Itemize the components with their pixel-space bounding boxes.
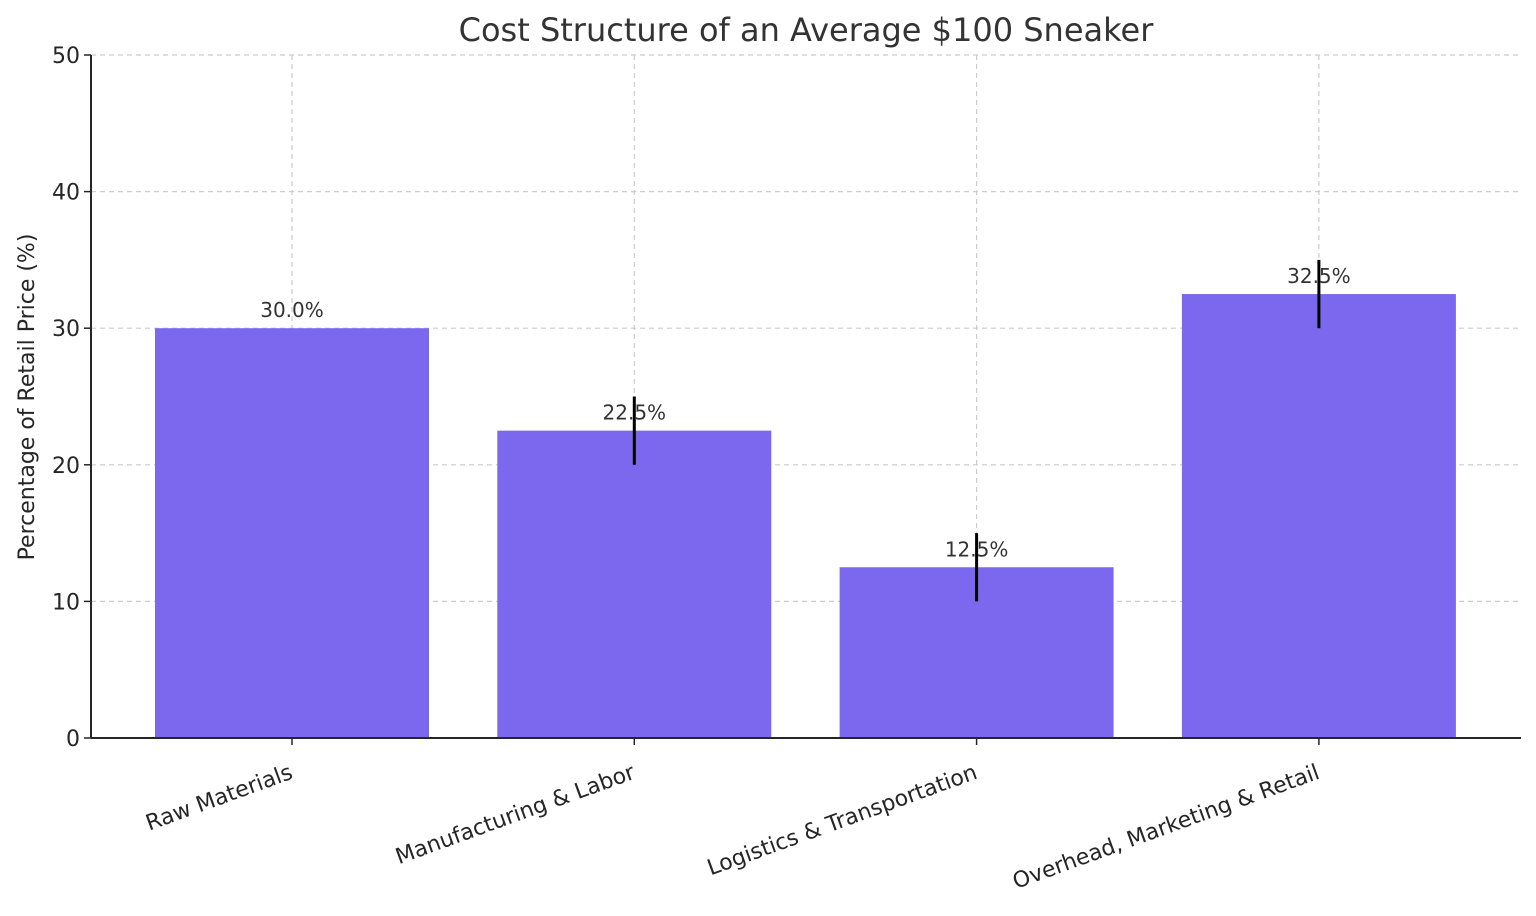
data-label: 32.5%: [1287, 264, 1351, 288]
bars: [155, 294, 1456, 738]
y-tick-label: 10: [52, 590, 80, 615]
y-axis-label: Percentage of Retail Price (%): [15, 234, 40, 561]
x-tick-label: Manufacturing & Labor: [392, 760, 639, 870]
bar: [155, 328, 429, 738]
bar: [497, 430, 772, 738]
x-tick-label: Logistics & Transportation: [704, 760, 981, 881]
error-bars: [632, 259, 1321, 602]
y-tick-label: 20: [52, 454, 80, 479]
y-tick-label: 30: [52, 317, 80, 342]
chart-title: Cost Structure of an Average $100 Sneake…: [459, 11, 1155, 49]
data-labels: 30.0% 22.5% 12.5% 32.5%: [260, 264, 1350, 561]
data-label: 30.0%: [260, 298, 324, 322]
y-tick-label: 0: [66, 727, 80, 752]
y-tick-label: 50: [52, 44, 80, 69]
y-tick-label: 40: [52, 181, 80, 206]
data-label: 12.5%: [945, 537, 1009, 561]
x-tick-label: Raw Materials: [143, 760, 296, 836]
bar: [1181, 294, 1456, 738]
x-tick-label: Overhead, Marketing & Retail: [1010, 760, 1323, 894]
data-label: 22.5%: [603, 401, 667, 425]
